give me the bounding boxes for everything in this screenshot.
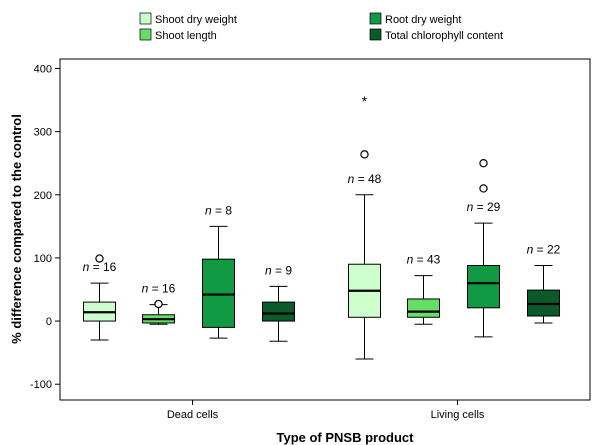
box-series: n = 16 * n = 48 n = 16 n = 43 n = 8 n = 29 n = … [83,93,561,360]
outlier-point [479,158,488,168]
x-axis: Dead cells Living cells [167,400,485,421]
box-iqr [202,258,235,328]
legend: Shoot dry weight Shoot length Root dry wei… [139,12,503,42]
x-axis-title: Type of PNSB product [277,430,415,445]
n-label: n = 8 [205,203,232,217]
legend-swatch [139,12,152,25]
n-label: n = 29 [467,200,501,214]
box-iqr [467,264,500,309]
legend-label: Shoot length [155,30,217,42]
y-tick-label: 200 [34,190,52,202]
y-tick-label: -100 [30,379,52,391]
x-tick-label: Living cells [431,409,485,421]
n-label: n = 16 [83,260,117,274]
y-axis: -100 0 100 200 300 400 [30,63,60,391]
plot-area-frame [59,58,591,401]
legend-label: Shoot dry weight [155,14,237,26]
outlier-point [360,150,369,159]
y-tick-label: 400 [34,63,52,75]
n-label: n = 16 [142,282,176,296]
n-label: n = 43 [407,253,441,267]
legend-swatch [369,12,382,25]
y-tick-label: 300 [34,127,52,139]
outlier-point [154,299,163,309]
legend-label: Total chlorophyll content [385,30,503,42]
legend-swatch [369,28,382,41]
x-tick-label: Dead cells [167,409,219,421]
outlier-point [95,254,104,263]
y-tick-label: 100 [34,253,52,265]
n-label: n = 48 [348,172,382,186]
legend-swatch [139,28,152,41]
n-label: n = 22 [527,242,561,256]
y-tick-label: 0 [46,316,52,328]
n-label: n = 9 [265,263,292,277]
extreme-point: * [362,93,368,109]
legend-label: Root dry weight [385,14,461,26]
box-iqr [407,298,440,318]
outlier-point [479,184,488,193]
box-iqr [262,301,295,322]
y-axis-title: % difference compared to the control [9,114,24,344]
